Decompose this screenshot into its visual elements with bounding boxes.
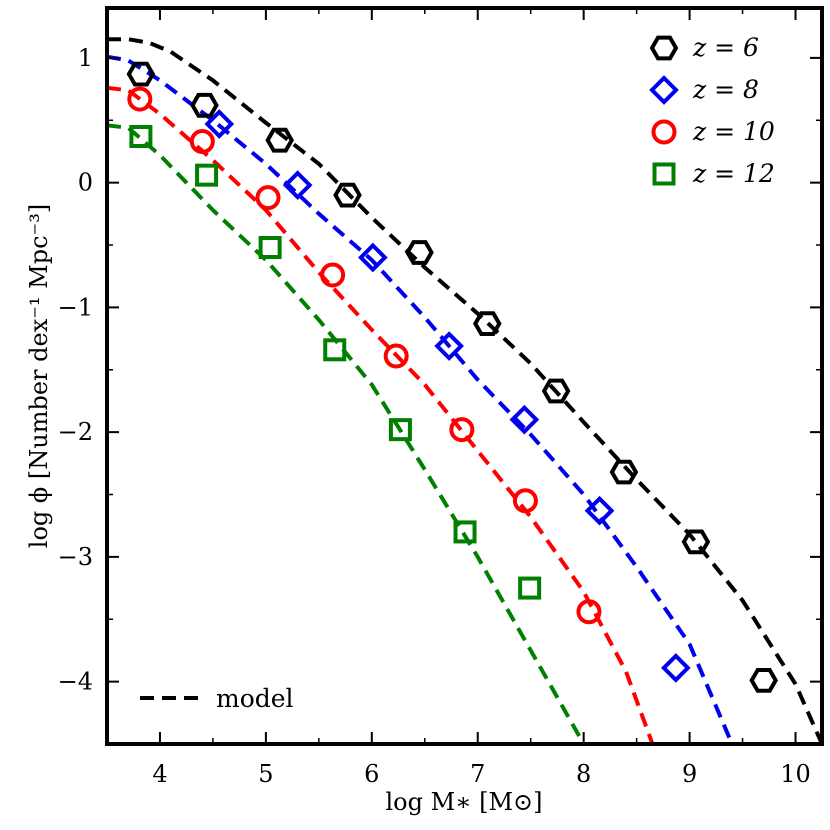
data-point-z10-2	[255, 185, 281, 211]
data-point-z6-3	[333, 182, 362, 208]
data-point-z6-0	[126, 61, 156, 87]
data-point-z8-6	[660, 653, 691, 683]
data-point-z12-4	[388, 418, 412, 442]
legend-marker-z12	[652, 162, 676, 186]
data-point-z12-1	[195, 163, 219, 187]
data-markers	[126, 61, 779, 693]
data-point-z8-4	[509, 404, 540, 435]
data-point-z6-9	[749, 668, 779, 693]
y-tick-label: −2	[58, 418, 93, 446]
data-point-z6-6	[541, 378, 571, 404]
data-point-z12-6	[518, 576, 542, 600]
data-point-z8-5	[584, 495, 615, 526]
y-tick-label: 1	[78, 44, 93, 72]
legend-marker-z6	[649, 35, 679, 61]
data-point-z6-4	[405, 240, 434, 265]
y-tick-label: −3	[58, 543, 93, 571]
data-point-z12-5	[453, 520, 477, 544]
data-point-z8-3	[434, 331, 464, 361]
legend-label-z6: z = 6	[692, 33, 759, 62]
model-line-z12	[106, 123, 586, 745]
data-point-z10-5	[449, 417, 475, 443]
x-tick-label: 5	[258, 760, 273, 788]
data-point-z10-1	[189, 128, 215, 154]
x-tick-label: 8	[576, 760, 591, 788]
model-legend-label: model	[216, 684, 294, 713]
x-tick-label: 10	[780, 760, 811, 788]
data-point-z8-2	[358, 242, 388, 273]
data-point-z10-3	[320, 262, 346, 288]
x-tick-label: 9	[682, 760, 697, 788]
data-point-z6-1	[190, 92, 219, 118]
model-legend: model	[140, 684, 294, 713]
data-point-z12-2	[258, 236, 282, 260]
y-tick-label: −1	[58, 293, 93, 321]
data-point-z10-0	[127, 86, 153, 112]
y-tick-label: −4	[58, 668, 93, 696]
data-point-z6-8	[681, 529, 711, 555]
legend-label-z8: z = 8	[692, 75, 759, 104]
data-point-z10-6	[512, 488, 538, 514]
model-line-z6	[107, 37, 824, 745]
x-tick-label: 4	[152, 760, 167, 788]
data-point-z12-0	[129, 124, 153, 148]
x-axis-label: log M∗ [M⊙]	[385, 788, 542, 816]
data-point-z6-7	[609, 459, 639, 485]
data-point-z8-0	[204, 109, 235, 139]
legend-label-z10: z = 10	[692, 117, 775, 146]
y-tick-label: 0	[78, 169, 93, 197]
legend-marker-z10	[651, 119, 677, 145]
y-axis-label: log ϕ [Number dex⁻¹ Mpc⁻³]	[25, 204, 53, 548]
model-line-z10	[106, 85, 655, 745]
data-point-z8-1	[282, 170, 313, 200]
legend-label-z12: z = 12	[692, 159, 775, 188]
plot-frame	[105, 6, 824, 746]
data-point-z6-2	[265, 127, 295, 153]
data-point-z12-3	[323, 338, 347, 362]
x-tick-label: 6	[364, 760, 379, 788]
x-tick-label: 7	[470, 760, 485, 788]
data-point-z10-7	[576, 599, 602, 625]
data-point-z10-4	[383, 343, 409, 369]
legend-marker-z8	[649, 75, 679, 105]
data-point-z6-5	[472, 311, 502, 336]
legend: z = 6 z = 8 z = 10 z = 12	[649, 33, 775, 188]
model-line-z8	[106, 54, 734, 745]
